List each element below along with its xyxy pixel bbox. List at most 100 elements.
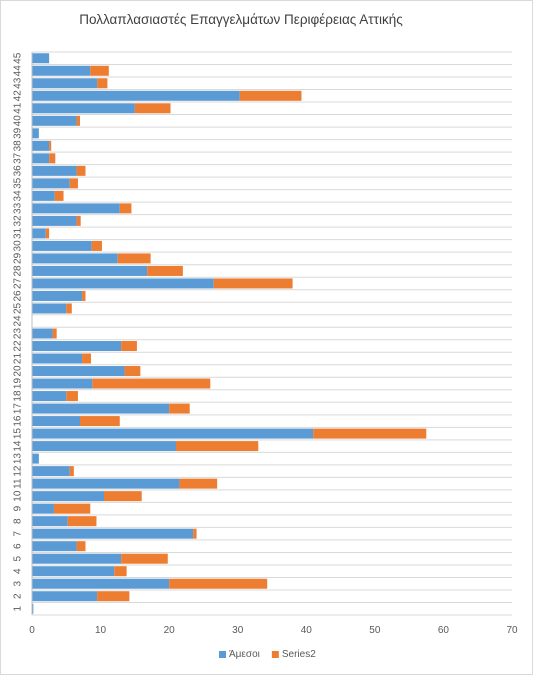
y-tick-label: 23 [13, 328, 24, 340]
bar-26-Άμεσοι [32, 290, 83, 301]
bar-41-Series2 [134, 103, 171, 114]
y-tick-label: 37 [13, 152, 24, 164]
bar-30-Series2 [91, 240, 102, 251]
bar-35-Άμεσοι [32, 178, 70, 189]
bar-9-Series2 [53, 503, 91, 514]
y-tick-label: 40 [13, 115, 24, 127]
y-tick-label: 10 [13, 490, 24, 502]
y-tick-label: 42 [13, 90, 24, 102]
legend-label: Series2 [282, 649, 316, 660]
x-tick-label: 0 [29, 625, 35, 636]
y-tick-label: 43 [13, 77, 24, 89]
bar-23-Series2 [52, 328, 57, 339]
bar-37-Series2 [49, 153, 56, 164]
bar-16-Series2 [80, 416, 120, 427]
legend-swatch [219, 651, 226, 658]
y-tick-label: 11 [13, 478, 24, 489]
y-tick-label: 18 [13, 390, 24, 402]
bar-17-Series2 [169, 403, 190, 414]
bar-17-Άμεσοι [32, 403, 170, 414]
bar-8-Άμεσοι [32, 516, 68, 527]
y-tick-label: 15 [13, 428, 24, 440]
y-tick-label: 27 [13, 277, 24, 289]
bar-11-Άμεσοι [32, 478, 180, 489]
grid-lines [32, 51, 512, 616]
bar-34-Series2 [54, 190, 64, 201]
y-tick-label: 19 [13, 378, 24, 390]
y-tick-label: 39 [13, 127, 24, 139]
bar-4-Άμεσοι [32, 566, 115, 577]
x-tick-label: 40 [301, 625, 313, 636]
legend-label: Άμεσοι [229, 649, 260, 660]
bar-10-Άμεσοι [32, 491, 104, 502]
legend-item: Series2 [271, 649, 316, 660]
y-tick-label: 22 [13, 340, 24, 352]
bar-7-Series2 [193, 528, 197, 539]
bar-31-Άμεσοι [32, 228, 46, 239]
bar-2-Άμεσοι [32, 591, 98, 602]
y-tick-label: 6 [13, 543, 24, 549]
y-tick-label: 35 [13, 177, 24, 189]
y-tick-label: 26 [13, 290, 24, 302]
bar-10-Series2 [104, 491, 142, 502]
bar-22-Series2 [121, 341, 137, 352]
bar-15-Series2 [313, 428, 427, 439]
y-tick-label: 3 [13, 581, 24, 587]
bar-37-Άμεσοι [32, 153, 50, 164]
bar-36-Άμεσοι [32, 165, 77, 176]
legend-item: Άμεσοι [219, 649, 260, 660]
bar-32-Άμεσοι [32, 215, 77, 226]
bar-14-Series2 [176, 441, 259, 452]
bar-13-Άμεσοι [32, 453, 39, 464]
y-tick-label: 9 [13, 505, 24, 511]
bar-43-Άμεσοι [32, 78, 98, 89]
y-tick-label: 29 [13, 252, 24, 264]
y-tick-label: 21 [13, 353, 24, 365]
bar-20-Άμεσοι [32, 366, 125, 377]
bar-21-Άμεσοι [32, 353, 83, 364]
bar-41-Άμεσοι [32, 103, 135, 114]
bar-28-Άμεσοι [32, 265, 148, 276]
bar-6-Series2 [76, 541, 86, 552]
y-tick-label: 4 [13, 568, 24, 574]
bar-25-Άμεσοι [32, 303, 67, 314]
bar-25-Series2 [66, 303, 72, 314]
y-tick-label: 24 [13, 315, 24, 327]
bar-29-Series2 [117, 253, 151, 264]
bar-3-Άμεσοι [32, 578, 170, 589]
y-tick-label: 2 [13, 593, 24, 599]
bar-4-Series2 [114, 566, 127, 577]
bar-15-Άμεσοι [32, 428, 314, 439]
y-tick-label: 17 [13, 403, 24, 415]
bar-22-Άμεσοι [32, 341, 122, 352]
y-tick-label: 5 [13, 555, 24, 561]
y-tick-label: 32 [13, 215, 24, 227]
bar-28-Series2 [147, 265, 183, 276]
x-tick-label: 50 [369, 625, 381, 636]
bar-26-Series2 [82, 290, 86, 301]
bar-42-Series2 [239, 90, 302, 101]
bar-30-Άμεσοι [32, 240, 92, 251]
y-tick-label: 1 [13, 606, 24, 612]
y-tick-label: 12 [13, 465, 24, 477]
bar-35-Series2 [69, 178, 78, 189]
axes: 1234567891011121314151617181920212223242… [13, 52, 518, 636]
bar-39-Άμεσοι [32, 128, 39, 139]
y-tick-label: 36 [13, 165, 24, 177]
bar-21-Series2 [82, 353, 91, 364]
bar-12-Series2 [69, 466, 74, 477]
y-tick-label: 14 [13, 440, 24, 452]
bar-19-Άμεσοι [32, 378, 93, 389]
bar-16-Άμεσοι [32, 416, 80, 427]
bar-12-Άμεσοι [32, 466, 70, 477]
bar-33-Άμεσοι [32, 203, 120, 214]
bar-32-Series2 [76, 215, 81, 226]
bar-43-Series2 [97, 78, 108, 89]
bar-6-Άμεσοι [32, 541, 77, 552]
bar-23-Άμεσοι [32, 328, 53, 339]
x-tick-label: 70 [506, 625, 518, 636]
bar-40-Series2 [76, 115, 80, 126]
bar-19-Series2 [92, 378, 211, 389]
